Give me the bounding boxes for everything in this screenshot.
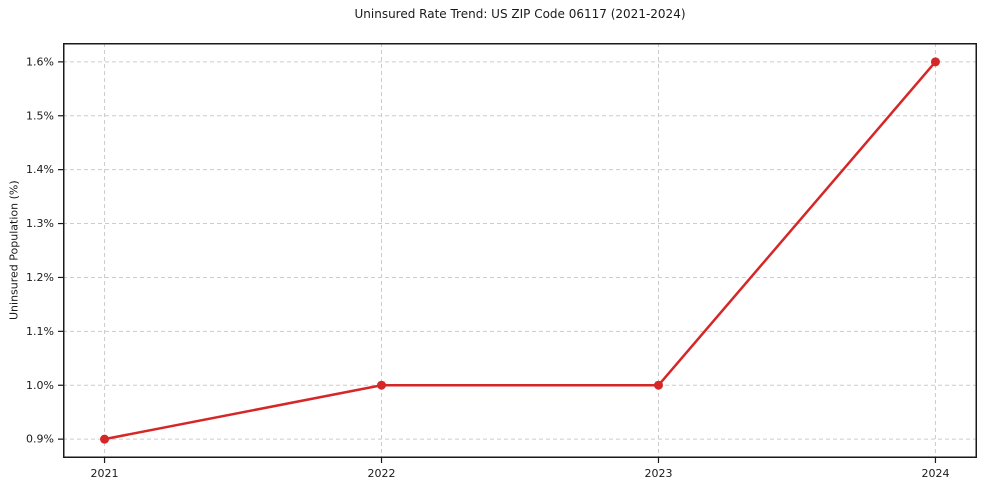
y-tick-label: 1.3% (26, 217, 54, 230)
y-tick-label: 1.2% (26, 271, 54, 284)
x-tick-label: 2021 (91, 467, 119, 480)
x-tick-label: 2022 (368, 467, 396, 480)
data-point-marker (653, 380, 663, 390)
y-tick-label: 1.4% (26, 163, 54, 176)
y-axis-label: Uninsured Population (%) (7, 180, 21, 321)
chart-title: Uninsured Rate Trend: US ZIP Code 06117 … (354, 7, 686, 21)
trend-line (103, 60, 937, 441)
line-chart: 0.9% 1.0% 1.1% 1.2% 1.3% 1.4% 1.5% 1.6% 2021 2022… (26, 43, 977, 480)
data-point-marker (100, 434, 110, 444)
y-tick-label: 1.0% (26, 379, 54, 392)
y-tick-label: 1.1% (26, 325, 54, 338)
y-tick-label: 1.5% (26, 109, 54, 122)
plot-area: 0.9% 1.0% 1.1% 1.2% 1.3% 1.4% 1.5% 1.6% 2021 2022… (26, 43, 977, 480)
y-tick-label: 0.9% (26, 433, 54, 446)
plot-border (63, 43, 977, 458)
x-tick-label: 2023 (644, 467, 672, 480)
data-point-marker (930, 57, 940, 67)
x-tick-label: 2024 (921, 467, 949, 480)
data-point-marker (377, 380, 387, 390)
y-tick-label: 1.6% (26, 55, 54, 68)
